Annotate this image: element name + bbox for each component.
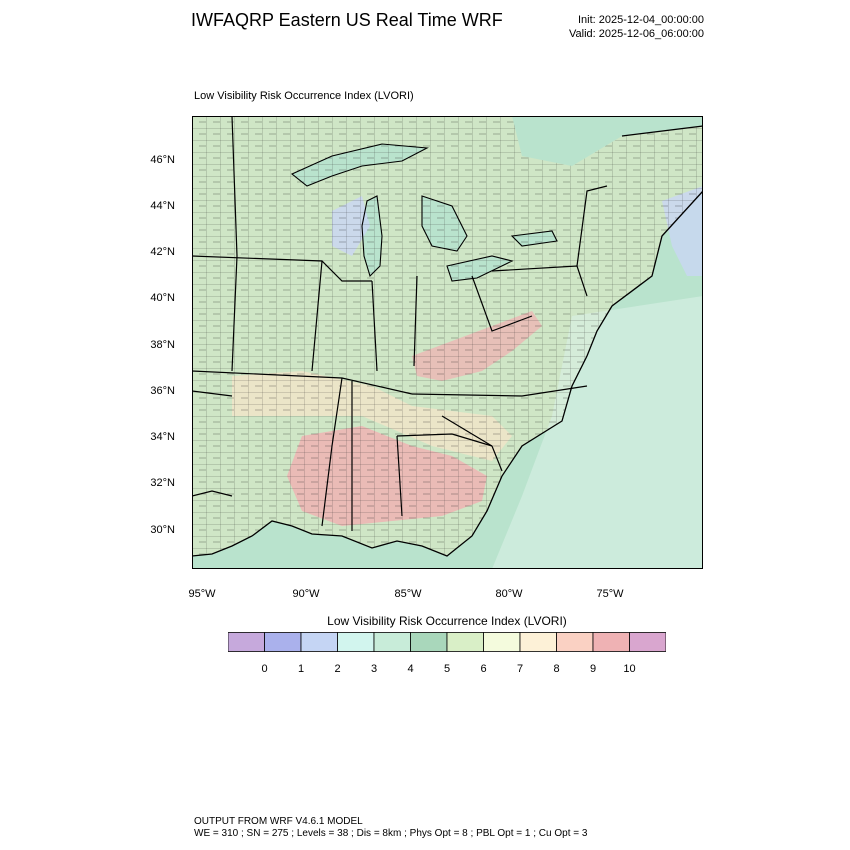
colorbar-title: Low Visibility Risk Occurrence Index (LV… [327, 614, 567, 628]
colorbar-swatch [483, 632, 521, 652]
colorbar-swatch [373, 632, 411, 652]
model-footer: OUTPUT FROM WRF V4.6.1 MODEL WE = 310 ; … [194, 816, 587, 840]
colorbar-label: 5 [443, 663, 451, 675]
coastline [192, 125, 703, 557]
great-lakes-shore [290, 143, 558, 282]
colorbar-swatch [592, 632, 630, 652]
colorbar-swatch [228, 632, 265, 652]
colorbar-label: 3 [370, 663, 378, 675]
map-subtitle: Low Visibility Risk Occurrence Index (LV… [194, 90, 414, 102]
colorbar-label: 2 [334, 663, 341, 675]
colorbar-swatch [519, 632, 557, 652]
lat-label: 42°N [150, 246, 175, 258]
state-borders [192, 116, 608, 531]
colorbar-label: 4 [407, 663, 414, 675]
colorbar-label: 7 [516, 663, 524, 675]
lon-label: 95°W [188, 588, 216, 600]
colorbar-swatch [629, 632, 666, 652]
lon-label: 90°W [292, 588, 320, 600]
colorbar-label: 8 [553, 663, 560, 675]
map-frame [192, 116, 703, 569]
colorbar-swatch [300, 632, 338, 652]
colorbar-label: 6 [480, 663, 487, 675]
footer-line-1: OUTPUT FROM WRF V4.6.1 MODEL [194, 816, 363, 827]
colorbar-label: 10 [623, 663, 636, 675]
lvori-map [192, 116, 703, 569]
colorbar-swatch [556, 632, 594, 652]
colorbar-swatch [337, 632, 375, 652]
footer-line-2: WE = 310 ; SN = 275 ; Levels = 38 ; Dis … [194, 828, 588, 839]
colorbar-swatch [446, 632, 484, 652]
lat-label: 40°N [150, 292, 175, 304]
lon-label: 75°W [596, 588, 624, 600]
lon-label: 85°W [394, 588, 422, 600]
lat-label: 36°N [150, 385, 175, 397]
colorbar [228, 632, 666, 652]
lat-label: 46°N [150, 154, 175, 166]
chart-title: IWFAQRP Eastern US Real Time WRF [191, 10, 503, 30]
colorbar-label: 9 [589, 663, 597, 675]
lon-label: 80°W [495, 588, 523, 600]
lat-label: 32°N [150, 477, 175, 489]
lat-label: 44°N [150, 200, 175, 212]
cool-offshore-band [492, 296, 703, 569]
valid-time: Valid: 2025-12-06_06:00:00 [569, 28, 704, 40]
lat-label: 38°N [150, 339, 175, 351]
lat-label: 30°N [150, 524, 175, 536]
init-time: Init: 2025-12-04_00:00:00 [578, 14, 704, 26]
colorbar-swatch [264, 632, 302, 652]
colorbar-swatch [410, 632, 448, 652]
run-times: Init: 2025-12-04_00:00:00 Valid: 2025-12… [569, 13, 704, 41]
colorbar-label: 0 [261, 663, 268, 675]
colorbar-label: 1 [297, 663, 305, 675]
lat-label: 34°N [150, 431, 175, 443]
